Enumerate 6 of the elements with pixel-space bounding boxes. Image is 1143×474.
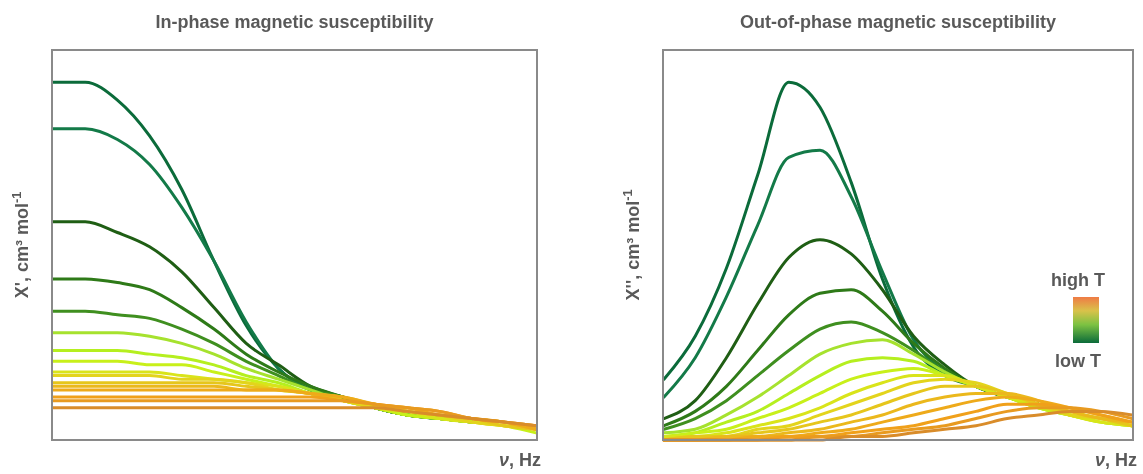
x-axis-title: ν, Hz xyxy=(1094,450,1137,470)
annotation: high T xyxy=(1051,270,1105,290)
x-axis-title: ν, Hz xyxy=(498,450,541,470)
annotation: low T xyxy=(1055,351,1101,371)
chart-title: In-phase magnetic susceptibility xyxy=(155,12,434,32)
chart-title: Out-of-phase magnetic susceptibility xyxy=(739,12,1057,32)
